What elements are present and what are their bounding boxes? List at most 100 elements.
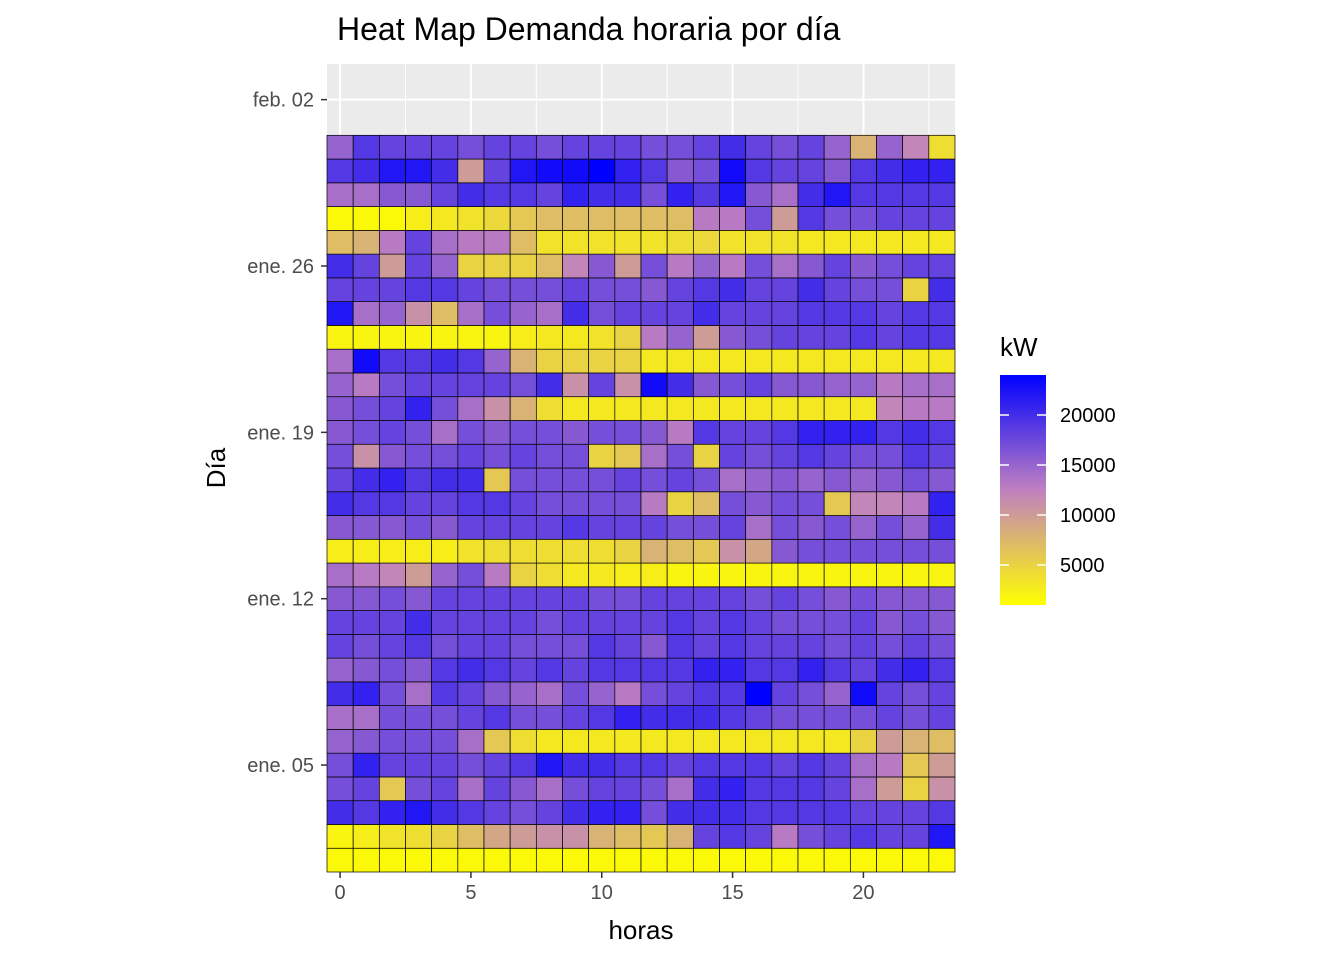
legend-ticks: 5000 10000 15000 20000	[1000, 405, 1116, 577]
heatmap-cell	[614, 610, 642, 635]
heatmap-cell	[640, 705, 668, 730]
heatmap-cell	[745, 586, 773, 611]
heatmap-cell	[614, 443, 642, 469]
heatmap-cell	[326, 158, 354, 184]
heatmap-cell	[902, 348, 930, 374]
heatmap-cell	[509, 824, 537, 849]
heatmap-cell	[640, 396, 668, 421]
heatmap-cell	[562, 610, 590, 635]
heatmap-cell	[483, 277, 511, 302]
heatmap-cell	[614, 800, 642, 825]
heatmap-cell	[640, 657, 668, 683]
heatmap-cell	[745, 515, 773, 540]
heatmap-cell	[326, 134, 354, 160]
heatmap-cell	[509, 443, 537, 469]
heatmap-cell	[902, 776, 930, 802]
heatmap-cell	[483, 348, 511, 374]
heatmap-cell	[431, 325, 459, 350]
heatmap-cell	[431, 372, 459, 398]
heatmap-cell	[745, 396, 773, 421]
heatmap-cell	[666, 372, 694, 398]
heatmap-cell	[876, 752, 904, 778]
heatmap-cell	[771, 253, 799, 279]
heatmap-cell	[876, 800, 904, 825]
heatmap-cell	[797, 515, 825, 540]
heatmap-cell	[719, 681, 747, 706]
heatmap-cell	[876, 158, 904, 184]
heatmap-cell	[823, 515, 851, 540]
heatmap-cell	[928, 562, 956, 588]
heatmap-cell	[797, 396, 825, 421]
heatmap-cell	[849, 705, 877, 730]
heatmap-cell	[588, 325, 616, 350]
heatmap-cell	[352, 562, 380, 588]
heatmap-cell	[326, 634, 354, 659]
heatmap-cell	[771, 538, 799, 564]
heatmap-cell	[771, 158, 799, 184]
heatmap-cell	[692, 301, 720, 326]
heatmap-cell	[902, 705, 930, 730]
heatmap-cell	[902, 277, 930, 302]
heatmap-cell	[352, 515, 380, 540]
heatmap-cell	[692, 420, 720, 445]
heatmap-cell	[378, 681, 406, 706]
heatmap-cell	[640, 467, 668, 493]
heatmap-cell	[614, 847, 642, 873]
heatmap-cell	[405, 847, 433, 873]
heatmap-cell	[588, 657, 616, 683]
heatmap-cell	[876, 348, 904, 374]
heatmap-cell	[745, 443, 773, 469]
heatmap-cell	[509, 562, 537, 588]
heatmap-cell	[483, 729, 511, 754]
heatmap-cell	[719, 657, 747, 683]
heatmap-cell	[562, 515, 590, 540]
heatmap-cell	[771, 467, 799, 493]
heatmap-cell	[431, 681, 459, 706]
heatmap-cell	[431, 705, 459, 730]
heatmap-cell	[326, 515, 354, 540]
heatmap-cell	[692, 277, 720, 302]
heatmap-cell	[588, 230, 616, 255]
heatmap-cell	[562, 681, 590, 706]
heatmap-cell	[352, 729, 380, 754]
heatmap-cell	[849, 134, 877, 160]
heatmap-cell	[431, 420, 459, 445]
heatmap-cell	[771, 610, 799, 635]
heatmap-cell	[823, 610, 851, 635]
legend-colorbar	[1000, 375, 1046, 605]
heatmap-cell	[745, 847, 773, 873]
heatmap-cell	[876, 657, 904, 683]
heatmap-cell	[562, 134, 590, 160]
heatmap-cell	[562, 634, 590, 659]
heatmap-cell	[614, 325, 642, 350]
heatmap-cell	[352, 634, 380, 659]
heatmap-cell	[797, 657, 825, 683]
heatmap-cell	[483, 443, 511, 469]
heatmap-cell	[823, 158, 851, 184]
heatmap-cell	[562, 253, 590, 279]
heatmap-cell	[352, 705, 380, 730]
heatmap-cell	[745, 230, 773, 255]
heatmap-cell	[535, 752, 563, 778]
heatmap-cell	[509, 491, 537, 516]
heatmap-cell	[692, 752, 720, 778]
heatmap-cell	[666, 206, 694, 231]
heatmap-cell	[562, 562, 590, 588]
heatmap-cell	[797, 253, 825, 279]
heatmap-cell	[797, 277, 825, 302]
heatmap-cell	[352, 230, 380, 255]
heatmap-cell	[378, 277, 406, 302]
heatmap-cell	[535, 776, 563, 802]
heatmap-cell	[457, 134, 485, 160]
heatmap-cell	[483, 182, 511, 207]
heatmap-cell	[378, 253, 406, 279]
heatmap-cell	[588, 515, 616, 540]
heatmap-cell	[876, 562, 904, 588]
heatmap-cell	[876, 705, 904, 730]
heatmap-cell	[666, 158, 694, 184]
heatmap-cell	[849, 348, 877, 374]
heatmap-cell	[849, 206, 877, 231]
heatmap-cell	[640, 134, 668, 160]
heatmap-cell	[849, 301, 877, 326]
heatmap-cell	[692, 586, 720, 611]
